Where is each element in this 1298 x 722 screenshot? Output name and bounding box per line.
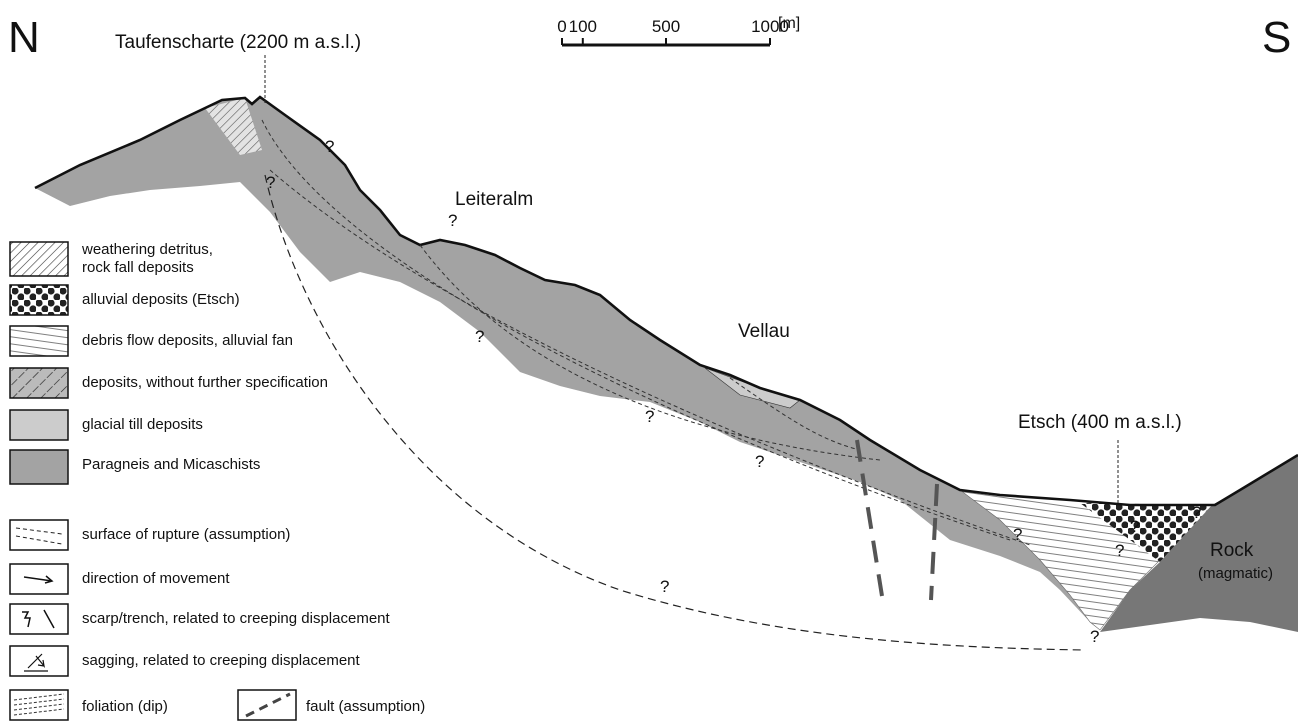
river-label: Etsch (400 m a.s.l.) [1018,412,1182,433]
uncertain-mark: ? [660,577,669,596]
rupture-surface [264,174,1086,651]
legend: weathering detritus, rock fall deposits al… [9,241,425,721]
legend-swatch [9,409,69,441]
terrain [34,55,1298,651]
legend-box [9,603,69,635]
uncertain-mark: ? [1130,517,1139,536]
uncertain-mark: ? [1115,541,1124,560]
legend-swatch [9,284,69,316]
uncertain-mark: ? [325,137,334,156]
scale-tick-label: 0 [557,17,566,36]
uncertain-mark: ? [645,407,654,426]
legend-label: deposits, without further specification [82,374,328,391]
uncertain-mark: ? [448,211,457,230]
legend-label: foliation (dip) [82,698,168,715]
uncertain-mark: ? [755,452,764,471]
legend-label: debris flow deposits, alluvial fan [82,332,293,349]
legend-glyph [13,708,65,716]
uncertain-mark: ? [1090,627,1099,646]
fault [855,439,884,597]
rock-note: (magmatic) [1198,565,1273,582]
uncertain-mark: ? [266,173,275,192]
uncertain-marks: ???????????? [266,137,1201,646]
scale-tick-label: 1000 [751,17,789,36]
legend-label: weathering detritus, rock fall deposits [81,241,213,276]
fault [929,483,939,601]
legend-box [9,689,69,721]
legend-glyph [15,527,63,535]
rupture-surface [419,244,881,461]
legend-swatch [9,449,69,485]
legend-glyph [24,653,48,672]
legend-glyph [22,609,55,629]
foliation-patch [205,98,262,155]
legend-label: surface of rupture (assumption) [82,526,290,543]
rock [1100,455,1298,632]
paragneis [35,97,1090,622]
surface-line [34,95,1298,507]
scale-tick-label: 500 [652,17,680,36]
legend-label: direction of movement [82,570,230,587]
north-label: N [8,13,40,62]
legend-glyph [245,692,291,718]
legend-label: sagging, related to creeping displacemen… [82,652,361,669]
scale-ticks: 0 100 500 1000 [557,17,789,45]
uncertain-mark: ? [1013,525,1022,544]
legend-glyph [23,575,54,584]
alluvial-deposits [1080,503,1212,562]
legend-label: glacial till deposits [82,416,203,433]
legend-label: alluvial deposits (Etsch) [82,291,240,308]
legend-box [9,519,69,551]
south-label: S [1262,13,1291,62]
legend-swatch [9,241,69,277]
legend-glyph [13,703,65,711]
legend-swatch [9,367,69,399]
uncertain-mark: ? [475,327,484,346]
legend-glyph [13,693,65,701]
rock-label: Rock [1210,540,1254,561]
legend-label: scarp/trench, related to creeping displa… [82,610,391,627]
place-label: Leiteralm [455,189,533,210]
peak-label: Taufenscharte (2200 m a.s.l.) [115,32,361,53]
rupture-surface [729,377,861,451]
place-label: Vellau [738,321,790,342]
scale-unit: [m] [778,15,800,32]
legend-label: Paragneis and Micaschists [82,456,260,473]
legend-label: fault (assumption) [306,698,425,715]
scale-tick-label: 100 [569,17,597,36]
uncertain-mark: ? [1192,503,1201,522]
rupture-surface [269,169,1031,546]
legend-swatch [9,325,69,357]
legend-glyph [15,535,63,545]
rupture-surface [261,119,1011,541]
legend-glyph [13,698,65,706]
